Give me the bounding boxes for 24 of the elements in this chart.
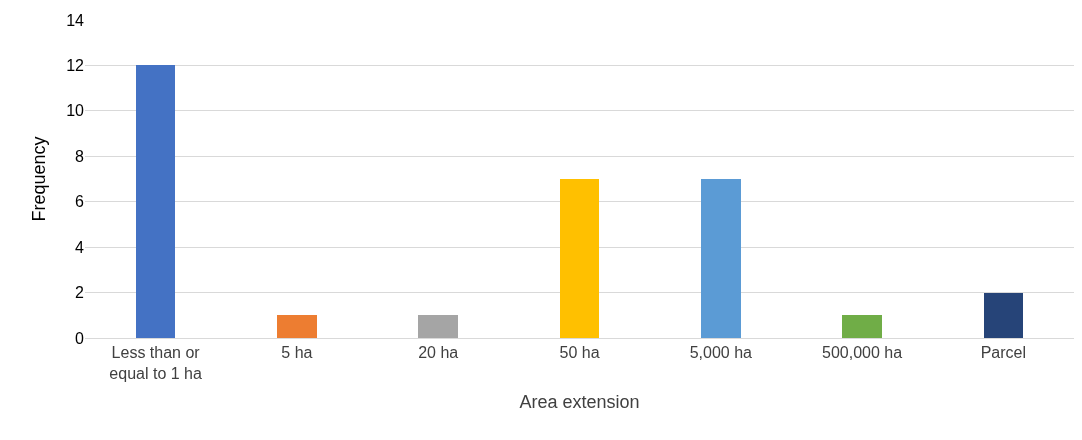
y-tick-label: 2	[75, 284, 85, 302]
y-tick-label: 0	[75, 329, 85, 347]
y-tick-label: 4	[75, 238, 85, 256]
bar	[984, 293, 1023, 338]
x-tick-label: Parcel	[980, 344, 1027, 362]
x-tick-label: Less than or equal to 1 ha	[109, 344, 202, 382]
y-tick-label: 8	[75, 147, 85, 165]
y-tick-label: 12	[66, 57, 85, 75]
y-tick-label: 6	[75, 193, 85, 211]
bar	[277, 315, 317, 338]
y-tick-label: 10	[66, 102, 85, 120]
y-tick-label: 14	[66, 11, 85, 29]
bar	[136, 65, 175, 338]
y-axis-title: Frequency	[29, 136, 50, 222]
x-tick-label: 5,000 ha	[689, 344, 753, 362]
x-axis-title: Area extension	[519, 392, 640, 413]
bar	[560, 179, 599, 338]
bar	[418, 315, 458, 338]
bar	[842, 315, 882, 338]
x-tick-label: 50 ha	[559, 344, 600, 362]
x-tick-label: 5 ha	[281, 344, 313, 362]
bar	[701, 179, 741, 338]
x-tick-label: 20 ha	[418, 344, 459, 362]
x-tick-label: 500,000 ha	[822, 344, 903, 362]
